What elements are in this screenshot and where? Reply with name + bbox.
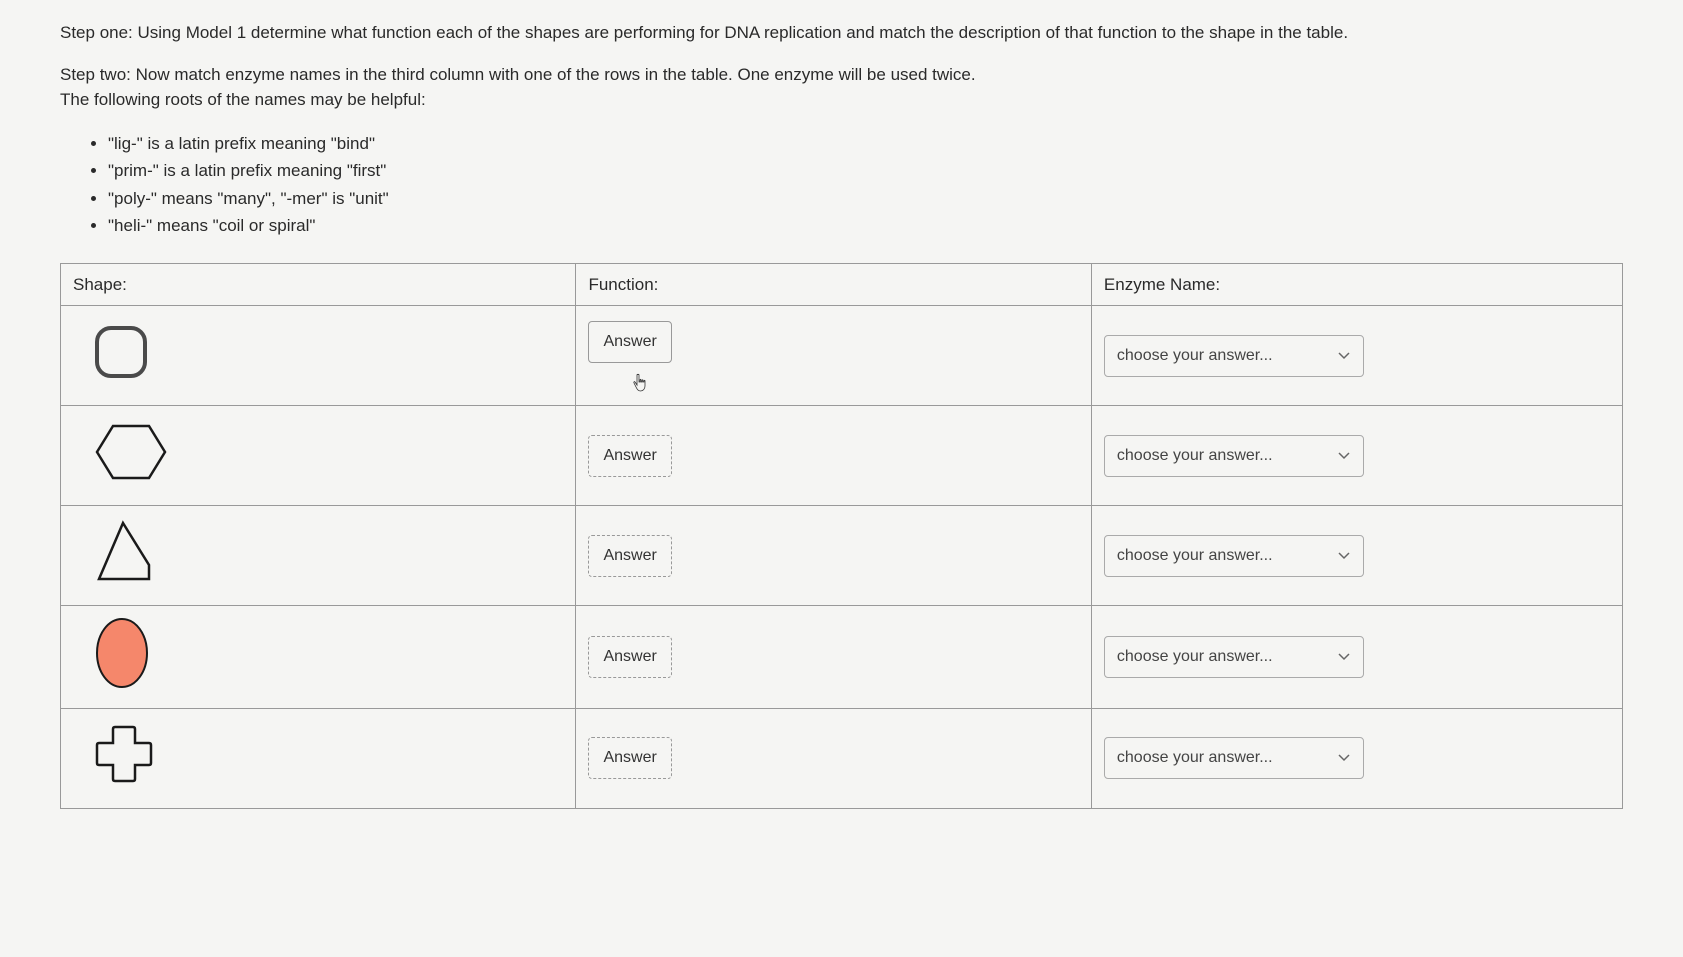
table-row: Answer choose your answer...: [61, 406, 1623, 506]
shape-cell: [61, 306, 576, 406]
dropdown-label: choose your answer...: [1117, 444, 1273, 468]
hint-item: "prim-" is a latin prefix meaning "first…: [108, 158, 1623, 184]
cursor-hand-icon: [632, 373, 1122, 401]
dropdown-label: choose your answer...: [1117, 344, 1273, 368]
instructions-block: Step one: Using Model 1 determine what f…: [60, 20, 1623, 113]
table-row: Answer choose your answer...: [61, 606, 1623, 709]
hint-item: "poly-" means "many", "-mer" is "unit": [108, 186, 1623, 212]
chevron-down-icon: [1337, 344, 1351, 368]
shape-cell: [61, 406, 576, 506]
shape-cell: [61, 708, 576, 808]
answer-button[interactable]: Answer: [588, 636, 671, 678]
header-function: Function:: [576, 263, 1091, 306]
chevron-down-icon: [1337, 544, 1351, 568]
header-enzyme: Enzyme Name:: [1091, 263, 1622, 306]
enzyme-cell: choose your answer...: [1091, 606, 1622, 709]
enzyme-dropdown[interactable]: choose your answer...: [1104, 435, 1364, 477]
table-row: Answer choose your answer...: [61, 306, 1623, 406]
enzyme-cell: choose your answer...: [1091, 406, 1622, 506]
dropdown-label: choose your answer...: [1117, 544, 1273, 568]
enzyme-dropdown[interactable]: choose your answer...: [1104, 335, 1364, 377]
step-one-text: Step one: Using Model 1 determine what f…: [60, 20, 1623, 46]
answer-button[interactable]: Answer: [588, 535, 671, 577]
answer-button[interactable]: Answer: [588, 737, 671, 779]
chevron-down-icon: [1337, 746, 1351, 770]
rounded-square-icon: [91, 322, 151, 382]
hint-item: "lig-" is a latin prefix meaning "bind": [108, 131, 1623, 157]
step-two-line2: The following roots of the names may be …: [60, 87, 1623, 113]
enzyme-cell: choose your answer...: [1091, 506, 1622, 606]
table-row: Answer choose your answer...: [61, 708, 1623, 808]
function-cell: Answer: [576, 306, 1091, 406]
shape-cell: [61, 506, 576, 606]
hints-list: "lig-" is a latin prefix meaning "bind" …: [108, 131, 1623, 239]
enzyme-table: Shape: Function: Enzyme Name: Answer: [60, 263, 1623, 809]
answer-button[interactable]: Answer: [588, 321, 671, 363]
cross-icon: [91, 721, 157, 787]
step-two-line1: Step two: Now match enzyme names in the …: [60, 62, 1623, 88]
quadrilateral-icon: [91, 517, 161, 587]
shape-cell: [61, 606, 576, 709]
function-cell: Answer: [576, 406, 1091, 506]
hint-item: "heli-" means "coil or spiral": [108, 213, 1623, 239]
function-cell: Answer: [576, 708, 1091, 808]
enzyme-dropdown[interactable]: choose your answer...: [1104, 535, 1364, 577]
function-cell: Answer: [576, 506, 1091, 606]
enzyme-dropdown[interactable]: choose your answer...: [1104, 636, 1364, 678]
table-row: Answer choose your answer...: [61, 506, 1623, 606]
header-shape: Shape:: [61, 263, 576, 306]
chevron-down-icon: [1337, 444, 1351, 468]
chevron-down-icon: [1337, 645, 1351, 669]
dropdown-label: choose your answer...: [1117, 746, 1273, 770]
enzyme-cell: choose your answer...: [1091, 306, 1622, 406]
enzyme-dropdown[interactable]: choose your answer...: [1104, 737, 1364, 779]
enzyme-cell: choose your answer...: [1091, 708, 1622, 808]
answer-button[interactable]: Answer: [588, 435, 671, 477]
function-cell: Answer: [576, 606, 1091, 709]
ellipse-icon: [91, 614, 153, 692]
hexagon-icon: [91, 418, 171, 486]
dropdown-label: choose your answer...: [1117, 645, 1273, 669]
